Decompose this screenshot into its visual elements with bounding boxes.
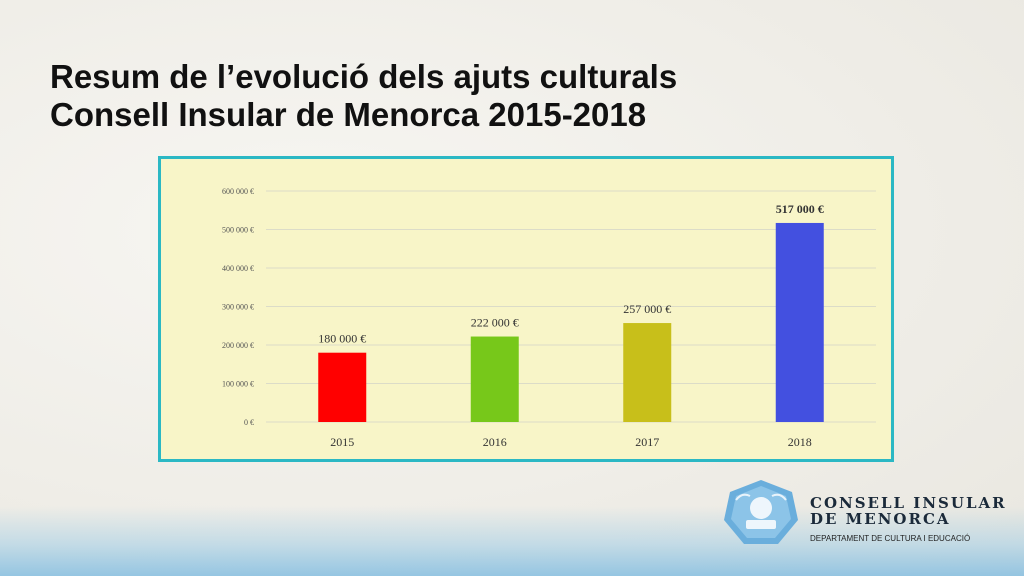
- y-tick-label: 200 000 €: [222, 341, 254, 350]
- y-tick-label: 0 €: [244, 418, 254, 427]
- decorative-background-wash: [0, 506, 1024, 576]
- organization-name-line-2: DE MENORCA: [810, 510, 951, 528]
- y-tick-label: 600 000 €: [222, 187, 254, 196]
- x-tick-label: 2017: [635, 435, 659, 449]
- department-name: DEPARTAMENT DE CULTURA I EDUCACIÓ: [810, 534, 971, 543]
- data-label: 180 000 €: [318, 332, 366, 346]
- title-line-2: Consell Insular de Menorca 2015-2018: [50, 96, 647, 133]
- x-tick-label: 2016: [483, 435, 507, 449]
- y-tick-label: 300 000 €: [222, 303, 254, 312]
- bar: [318, 352, 367, 422]
- data-label: 257 000 €: [623, 302, 671, 316]
- y-tick-label: 400 000 €: [222, 264, 254, 273]
- title-line-1: Resum de l’evolució dels ajuts culturals: [50, 58, 678, 95]
- bar-chart: 0 € 100 000 € 200 000 € 300 000 € 400 000 € 5…: [222, 187, 876, 449]
- bar: [470, 336, 519, 422]
- bar: [623, 323, 672, 422]
- y-tick-label: 100 000 €: [222, 380, 254, 389]
- organization-name: CONSELL INSULAR DE MENORCA: [810, 495, 1007, 527]
- slide-title: Resum de l’evolució dels ajuts culturals…: [50, 58, 677, 134]
- bar: [775, 222, 824, 422]
- organization-name-line-1: CONSELL INSULAR: [810, 494, 1007, 512]
- consell-insular-emblem-icon: [724, 480, 798, 544]
- data-label: 517 000 €: [776, 202, 824, 216]
- data-label: 222 000 €: [471, 316, 519, 330]
- x-tick-label: 2015: [330, 435, 354, 449]
- x-tick-label: 2018: [788, 435, 812, 449]
- y-tick-label: 500 000 €: [222, 226, 254, 235]
- chart-frame: 0 € 100 000 € 200 000 € 300 000 € 400 000 € 5…: [158, 156, 894, 462]
